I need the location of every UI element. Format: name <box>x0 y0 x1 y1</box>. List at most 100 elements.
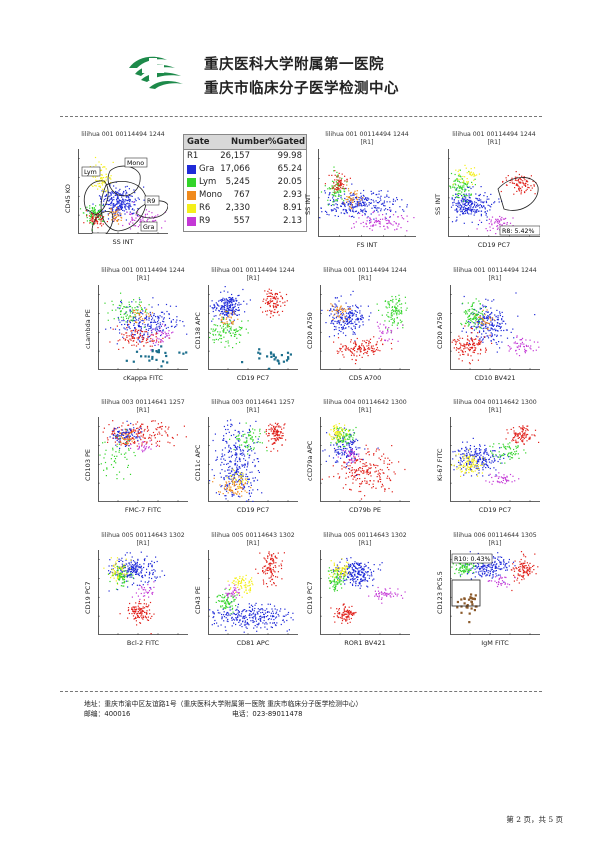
event-dot <box>152 431 155 434</box>
event-dot <box>215 309 217 311</box>
event-dot <box>350 434 352 436</box>
event-dot <box>370 347 372 349</box>
event-dot <box>92 208 94 210</box>
event-dot <box>338 182 340 184</box>
event-dot <box>247 447 249 449</box>
event-dot <box>351 472 353 474</box>
event-dot <box>338 184 340 186</box>
event-dot <box>119 193 121 195</box>
event-dot <box>478 342 480 344</box>
event-dot <box>129 306 131 308</box>
event-dot <box>114 428 116 430</box>
event-dot <box>99 219 101 221</box>
event-dot <box>240 303 242 305</box>
event-dot <box>360 351 362 353</box>
event-dot <box>233 477 235 479</box>
event-dot <box>397 305 399 307</box>
event-dot <box>129 338 131 340</box>
event-dot <box>118 451 120 453</box>
event-dot <box>131 437 133 439</box>
event-dot <box>400 215 403 217</box>
event-dot <box>241 495 243 497</box>
event-dot <box>130 310 133 312</box>
event-dot <box>229 299 231 301</box>
event-dot <box>275 292 277 295</box>
event-dot <box>228 475 230 478</box>
event-dot <box>96 220 98 222</box>
event-dot <box>153 321 155 323</box>
event-dot <box>342 345 344 347</box>
event-dot <box>369 222 371 224</box>
event-dot <box>474 211 477 213</box>
event-dot <box>375 207 377 209</box>
event-dot <box>128 197 130 199</box>
event-dot <box>117 307 119 309</box>
event-dot <box>156 329 158 331</box>
event-dot <box>222 297 224 299</box>
event-dot <box>346 201 348 203</box>
event-dot <box>334 320 336 322</box>
event-dot <box>475 313 477 315</box>
event-dot <box>110 202 112 205</box>
event-dot <box>146 213 148 215</box>
event-dot <box>357 439 359 442</box>
event-dot <box>273 430 275 432</box>
event-dot <box>400 307 402 309</box>
event-dot <box>467 354 469 356</box>
event-dot <box>367 451 369 453</box>
event-dot <box>468 195 470 197</box>
event-dot <box>350 327 352 329</box>
event-dot <box>101 225 103 227</box>
event-dot <box>355 438 357 440</box>
event-dot <box>340 179 342 181</box>
event-dot <box>125 433 127 435</box>
event-dot <box>225 331 227 334</box>
event-dot <box>336 305 338 307</box>
event-dot <box>471 209 473 211</box>
event-dot <box>486 198 488 200</box>
event-dot <box>489 324 491 326</box>
event-dot <box>331 320 333 322</box>
event-dot <box>341 454 343 456</box>
event-dot <box>339 188 341 190</box>
event-dot <box>490 328 493 330</box>
event-dot <box>334 188 336 190</box>
event-dot <box>470 332 472 334</box>
event-dot <box>143 220 145 223</box>
event-dot <box>129 435 131 437</box>
event-dot <box>397 216 399 218</box>
event-dot <box>166 310 168 313</box>
event-dot <box>479 342 481 344</box>
event-dot <box>357 468 360 470</box>
event-dot <box>359 200 361 202</box>
event-dot <box>137 440 139 442</box>
event-dot <box>356 470 358 472</box>
event-dot <box>246 445 248 447</box>
event-dot <box>126 192 128 194</box>
event-dot <box>116 191 118 193</box>
event-dot <box>242 435 244 437</box>
event-dot <box>155 332 157 334</box>
event-dot <box>500 335 502 337</box>
event-dot <box>452 339 454 341</box>
event-dot <box>340 194 342 197</box>
event-dot <box>119 204 121 206</box>
event-dot <box>388 221 390 223</box>
event-dot <box>224 314 226 316</box>
event-dot <box>331 187 333 189</box>
event-dot <box>396 311 398 313</box>
event-dot <box>468 186 470 188</box>
event-dot <box>233 494 235 496</box>
event-dot <box>103 469 105 471</box>
population-gra <box>321 290 372 342</box>
event-dot <box>471 339 473 341</box>
event-dot <box>354 350 356 352</box>
event-dot <box>115 434 117 436</box>
event-dot <box>486 319 488 321</box>
event-dot <box>477 336 479 338</box>
event-dot <box>463 295 465 298</box>
event-dot <box>234 304 236 306</box>
event-dot <box>369 342 371 344</box>
event-dot <box>506 329 508 331</box>
event-dot <box>144 319 146 321</box>
